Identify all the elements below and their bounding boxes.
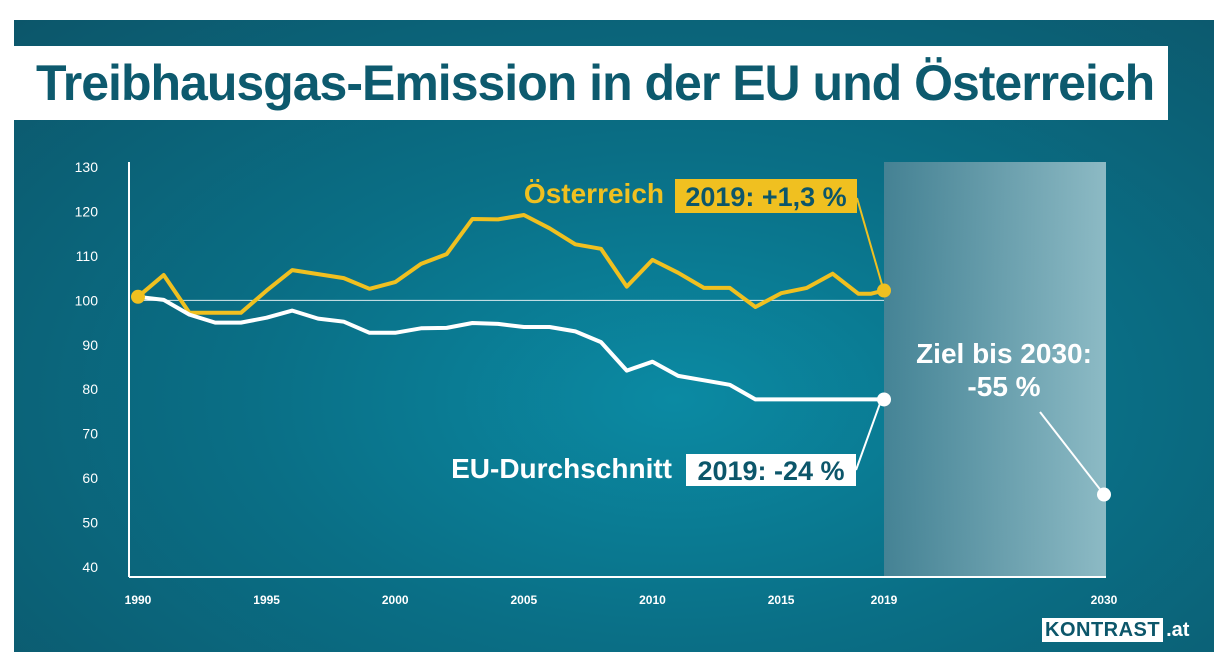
y-tick-label: 80 [82, 381, 98, 397]
x-tick-label: 1990 [125, 593, 152, 607]
target-leader-line [1039, 411, 1102, 492]
austria-series-name: Österreich [524, 178, 664, 209]
eu-end-point [877, 392, 891, 407]
y-tick-label: 110 [76, 248, 99, 264]
y-tick-label: 90 [82, 337, 98, 353]
y-tick-label: 100 [75, 292, 99, 308]
x-tick-label: 1995 [253, 593, 280, 607]
y-tick-label: 60 [82, 470, 98, 486]
eu-leader-line [855, 403, 881, 471]
x-tick-label: 2030 [1091, 593, 1118, 607]
austria-start-point [131, 289, 145, 304]
y-tick-label: 120 [75, 203, 99, 219]
y-tick-label: 130 [75, 159, 99, 175]
eu-value-box [686, 454, 856, 486]
brand-name: KONTRAST [1042, 618, 1164, 642]
y-tick-label: 50 [82, 515, 98, 531]
eu-value-label: 2019: -24 % [697, 456, 844, 486]
target-label-line1: Ziel bis 2030: [916, 338, 1092, 369]
target-region [884, 162, 1106, 577]
x-tick-label: 2010 [639, 593, 666, 607]
eu-line [136, 294, 886, 402]
eu-series-name: EU-Durchschnitt [451, 453, 672, 484]
austria-value-box [675, 179, 857, 213]
y-tick-label: 70 [82, 426, 98, 442]
x-tick-label: 2000 [382, 593, 409, 607]
x-tick-label: 2015 [768, 593, 795, 607]
chart-frame: Treibhausgas-Emission in der EU und Öste… [14, 20, 1214, 652]
x-tick-label: 2005 [511, 593, 538, 607]
target-label-line2: -55 % [967, 371, 1040, 402]
austria-line [136, 213, 886, 315]
austria-leader-line [856, 197, 883, 285]
title-banner: Treibhausgas-Emission in der EU und Öste… [14, 46, 1168, 120]
chart-title: Treibhausgas-Emission in der EU und Öste… [36, 55, 1155, 111]
austria-value-label: 2019: +1,3 % [685, 182, 846, 212]
brand-tld: .at [1166, 619, 1190, 641]
x-tick-label: 2019 [871, 593, 898, 607]
target-point [1097, 487, 1111, 502]
y-tick-label: 40 [82, 559, 98, 575]
austria-end-point [877, 283, 891, 298]
brand-logo[interactable]: KONTRAST .at [1042, 618, 1189, 642]
line-chart: 40 50 60 70 80 90 100 110 120 130 1990 1995 2000 2005… [75, 159, 1118, 607]
